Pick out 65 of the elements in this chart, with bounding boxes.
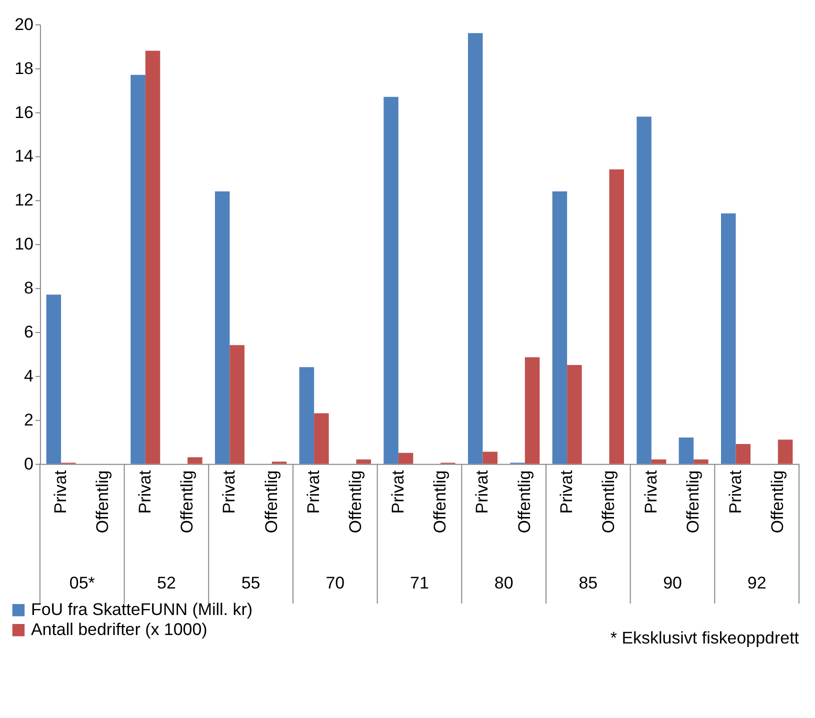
bar	[468, 33, 483, 464]
x-tick-label: Offentlig	[430, 470, 450, 534]
x-tick-label: Offentlig	[684, 470, 703, 534]
bar	[636, 116, 652, 464]
bar	[214, 191, 230, 464]
x-tick-label: Offentlig	[346, 470, 366, 534]
y-tick-label: 4	[24, 366, 34, 386]
text: * Eksklusivt fiskeoppdrett	[610, 628, 800, 648]
bar	[398, 452, 414, 464]
text: 71	[410, 574, 429, 593]
bar	[694, 459, 708, 464]
bar	[145, 50, 160, 464]
bar	[46, 294, 62, 464]
text: 05*	[69, 574, 96, 593]
y-tick-label: 20	[14, 14, 34, 34]
x-tick-label: Privat	[220, 470, 239, 514]
bar	[188, 457, 202, 464]
legend-label: FoU fra SkatteFUNN (Mill. kr)	[30, 600, 253, 620]
y-tick-label: 14	[14, 146, 34, 166]
bar	[524, 357, 540, 464]
x-tick-label: Offentlig	[178, 470, 197, 534]
bar	[314, 413, 329, 464]
x-tick-label: Offentlig	[514, 470, 534, 534]
bar	[552, 191, 568, 464]
x-tick-label: Privat	[641, 470, 660, 514]
bar	[230, 345, 244, 464]
y-tick-label: 8	[24, 278, 34, 298]
bar	[356, 459, 371, 464]
bar	[736, 444, 751, 464]
y-tick-label: 6	[24, 322, 34, 342]
y-tick-label: 0	[24, 454, 34, 474]
y-tick-label: 2	[24, 410, 34, 430]
bar	[651, 459, 666, 464]
x-tick-label: Privat	[557, 470, 576, 514]
text: 80	[494, 574, 514, 593]
bar	[609, 169, 624, 464]
legend-label: Antall bedrifter (x 1000)	[30, 620, 208, 640]
y-tick-label: 18	[14, 58, 34, 78]
y-tick-label: 16	[14, 102, 34, 122]
x-tick-label: Privat	[388, 470, 408, 514]
text: 55	[241, 574, 260, 593]
bar	[678, 437, 694, 464]
bar	[482, 452, 498, 464]
bar	[130, 74, 146, 464]
x-tick-label: Offentlig	[599, 470, 618, 534]
text: 85	[578, 574, 598, 593]
bar	[721, 213, 736, 464]
bar	[567, 364, 582, 464]
y-tick-label: 10	[14, 234, 34, 254]
bar	[778, 440, 793, 464]
bar	[299, 367, 314, 464]
x-tick-label: Offentlig	[93, 470, 112, 534]
text: 92	[747, 574, 766, 593]
x-tick-label: Privat	[304, 470, 324, 514]
text: 70	[326, 574, 345, 593]
y-tick-label: 12	[14, 190, 34, 210]
x-tick-label: Offentlig	[262, 470, 281, 534]
x-tick-label: Offentlig	[768, 470, 787, 534]
x-tick-label: Privat	[472, 470, 492, 514]
x-tick-label: Privat	[726, 470, 745, 514]
text: 90	[663, 574, 682, 593]
text: 52	[157, 574, 176, 593]
bar	[384, 96, 398, 464]
x-tick-label: Privat	[51, 470, 70, 514]
x-tick-label: Privat	[135, 470, 154, 514]
